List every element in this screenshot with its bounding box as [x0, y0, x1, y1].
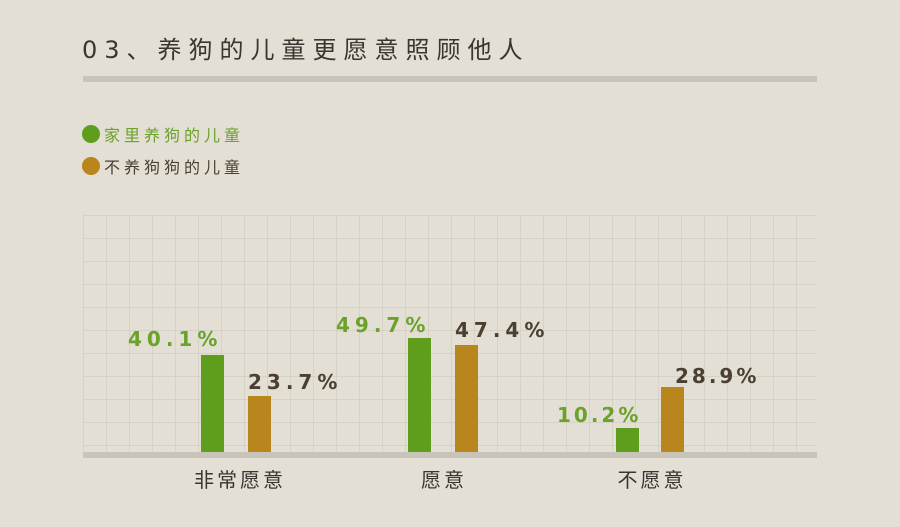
- orange-dot-icon: [82, 157, 100, 175]
- legend-label: 不养狗狗的儿童: [104, 158, 245, 177]
- bar-without-dog-very-willing: [248, 396, 271, 452]
- bar-with-dog-very-willing: [201, 355, 224, 452]
- bar-with-dog-willing: [408, 338, 431, 452]
- title-divider: [83, 76, 817, 82]
- category-label-very-willing: 非常愿意: [194, 468, 286, 492]
- value-label: 23.7%: [248, 370, 343, 394]
- chart-title: 03、养狗的儿童更愿意照顾他人: [82, 36, 530, 64]
- value-label: 49.7%: [336, 313, 431, 337]
- legend: 家里养狗的儿童 不养狗狗的儿童: [82, 118, 244, 182]
- legend-item-with-dog: 家里养狗的儿童: [82, 118, 244, 150]
- bar-with-dog-unwilling: [616, 428, 639, 452]
- value-label: 40.1%: [128, 327, 223, 351]
- value-label: 47.4%: [455, 318, 550, 342]
- value-label: 10.2%: [557, 403, 642, 427]
- category-label-unwilling: 不愿意: [617, 468, 687, 492]
- bar-without-dog-unwilling: [661, 387, 684, 452]
- category-label-willing: 愿意: [421, 468, 467, 492]
- green-dot-icon: [82, 125, 100, 143]
- value-label: 28.9%: [675, 364, 760, 388]
- x-axis-baseline: [83, 452, 817, 458]
- legend-label: 家里养狗的儿童: [104, 126, 245, 145]
- bar-without-dog-willing: [455, 345, 478, 452]
- legend-item-without-dog: 不养狗狗的儿童: [82, 150, 244, 182]
